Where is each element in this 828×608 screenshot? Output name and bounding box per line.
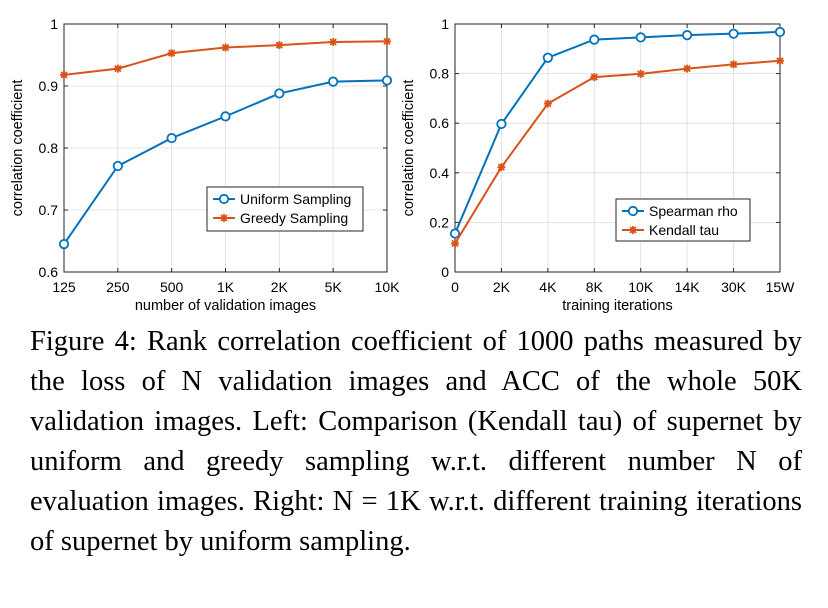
data-point: [60, 70, 68, 79]
x-tick-label: 15W: [766, 279, 796, 295]
data-point: [635, 32, 646, 43]
data-point: [497, 163, 506, 172]
x-tick-label: 5K: [325, 279, 343, 295]
x-tick-label: 0: [451, 279, 459, 295]
y-tick-label: 0: [441, 264, 449, 280]
y-tick-label: 0.8: [430, 66, 450, 82]
y-tick-label: 1: [441, 16, 449, 32]
legend-box: [615, 198, 751, 242]
legend-marker: [218, 193, 230, 205]
legend-label: Uniform Sampling: [240, 191, 351, 207]
x-tick-label: 250: [106, 279, 130, 295]
legend-label: Spearman rho: [649, 203, 738, 219]
data-point: [329, 37, 338, 46]
legend-label: Greedy Sampling: [240, 210, 348, 226]
y-tick-label: 0.6: [39, 264, 59, 280]
x-tick-label: 14K: [675, 279, 701, 295]
caption-text: Rank correlation coefficient of 1000 pat…: [30, 326, 803, 557]
y-tick-label: 0.7: [39, 202, 59, 218]
x-tick-label: 4K: [539, 279, 557, 295]
x-tick-label: 500: [160, 279, 184, 295]
data-point: [543, 99, 552, 108]
data-point: [682, 30, 693, 41]
legend-marker: [629, 226, 637, 234]
data-point: [774, 26, 786, 38]
data-point: [496, 118, 507, 130]
y-tick-label: 0.6: [430, 115, 450, 131]
x-tick-label: 2K: [271, 279, 289, 295]
data-point: [728, 28, 739, 39]
data-point: [166, 132, 177, 144]
series-line: [454, 30, 781, 234]
x-tick-label: 30K: [721, 279, 747, 295]
figure-caption: Figure 4: Rank correlation coefficient o…: [30, 322, 802, 562]
x-tick-label: 8K: [586, 279, 604, 295]
x-axis-title: training iterations: [562, 298, 672, 314]
data-point: [113, 64, 122, 73]
data-point: [683, 64, 692, 73]
data-point: [542, 52, 553, 63]
y-tick-label: 0.2: [430, 214, 450, 230]
x-tick-label: 1K: [217, 279, 235, 295]
y-tick-label: 0.4: [430, 165, 450, 181]
data-point: [636, 69, 645, 78]
figure-panels: 0.6 0.7 0.8 0.9 1 125 250 500 1K 2K 5K 10K number of…: [10, 16, 795, 314]
data-point: [274, 88, 285, 99]
data-point: [383, 37, 391, 46]
data-point: [451, 239, 459, 248]
legend-label: Kendall tau: [649, 222, 719, 238]
series-line: [454, 59, 781, 244]
legend-box: [206, 186, 364, 232]
data-point: [112, 160, 123, 172]
data-point: [220, 111, 231, 122]
x-tick-label: 2K: [493, 279, 511, 295]
x-tick-label: 10K: [628, 279, 654, 295]
data-point: [167, 49, 176, 58]
x-axis-title: number of validation images: [135, 298, 316, 314]
x-tick-label: 125: [52, 279, 76, 295]
data-point: [589, 34, 600, 45]
plot-frame: [454, 23, 781, 273]
chart-left: 0.6 0.7 0.8 0.9 1 125 250 500 1K 2K 5K 10K number of…: [10, 16, 400, 314]
legend-marker: [220, 214, 228, 222]
data-point: [381, 75, 393, 86]
data-point: [58, 239, 70, 250]
chart-right: 0 0.2 0.4 0.6 0.8 1 0 2K 4K 8K 10K 14K 30K 15W trainin…: [401, 16, 795, 314]
legend-marker: [627, 205, 639, 217]
caption-label: Figure 4:: [30, 326, 137, 357]
data-point: [221, 43, 230, 52]
y-axis-title: correlation coefficient: [10, 80, 26, 217]
data-point: [729, 60, 738, 69]
y-axis-title: correlation coefficient: [401, 80, 417, 217]
data-point: [449, 228, 461, 239]
data-point: [776, 56, 784, 65]
y-tick-label: 0.9: [39, 78, 59, 94]
x-tick-label: 10K: [375, 279, 401, 295]
data-point: [590, 73, 599, 82]
data-point: [275, 41, 284, 50]
data-point: [328, 76, 339, 87]
y-tick-label: 0.8: [39, 140, 59, 156]
y-tick-label: 1: [50, 16, 58, 32]
